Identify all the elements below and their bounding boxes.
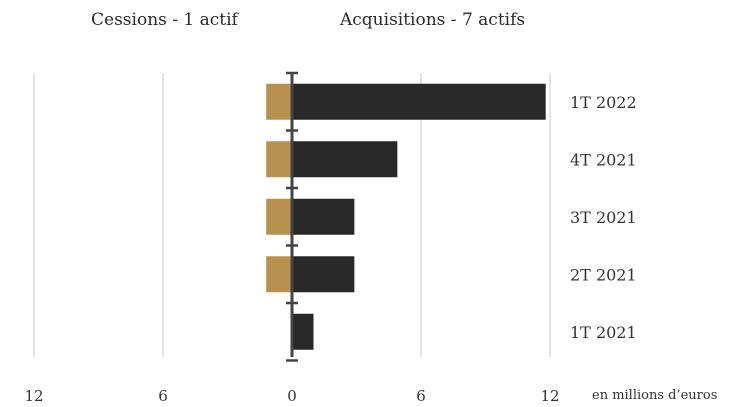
bar-acquisitions-3 (292, 256, 355, 293)
bar-cessions-1 (266, 141, 292, 178)
x-tick-label-0: 12 (24, 387, 43, 405)
legend-acquisitions: Acquisitions - 7 actifs (340, 10, 526, 30)
x-tick-label-2: 0 (287, 387, 297, 405)
bar-cessions-0 (266, 83, 292, 120)
legend-cessions: Cessions - 1 actif (91, 10, 238, 30)
x-tick-label-4: 12 (540, 387, 559, 405)
bar-acquisitions-1 (292, 141, 398, 178)
category-label-4: 1T 2021 (570, 323, 637, 342)
bar-acquisitions-0 (292, 83, 546, 120)
category-label-0: 1T 2022 (570, 93, 637, 112)
bar-acquisitions-4 (292, 313, 314, 350)
category-label-3: 2T 2021 (570, 265, 637, 284)
category-label-2: 3T 2021 (570, 208, 637, 227)
x-tick-label-3: 6 (416, 387, 426, 405)
bar-acquisitions-2 (292, 198, 355, 235)
x-tick-label-1: 6 (158, 387, 168, 405)
bar-cessions-3 (266, 256, 292, 293)
category-label-1: 4T 2021 (570, 150, 637, 169)
bar-cessions-2 (266, 198, 292, 235)
unit-label: en millions d’euros (592, 388, 718, 403)
